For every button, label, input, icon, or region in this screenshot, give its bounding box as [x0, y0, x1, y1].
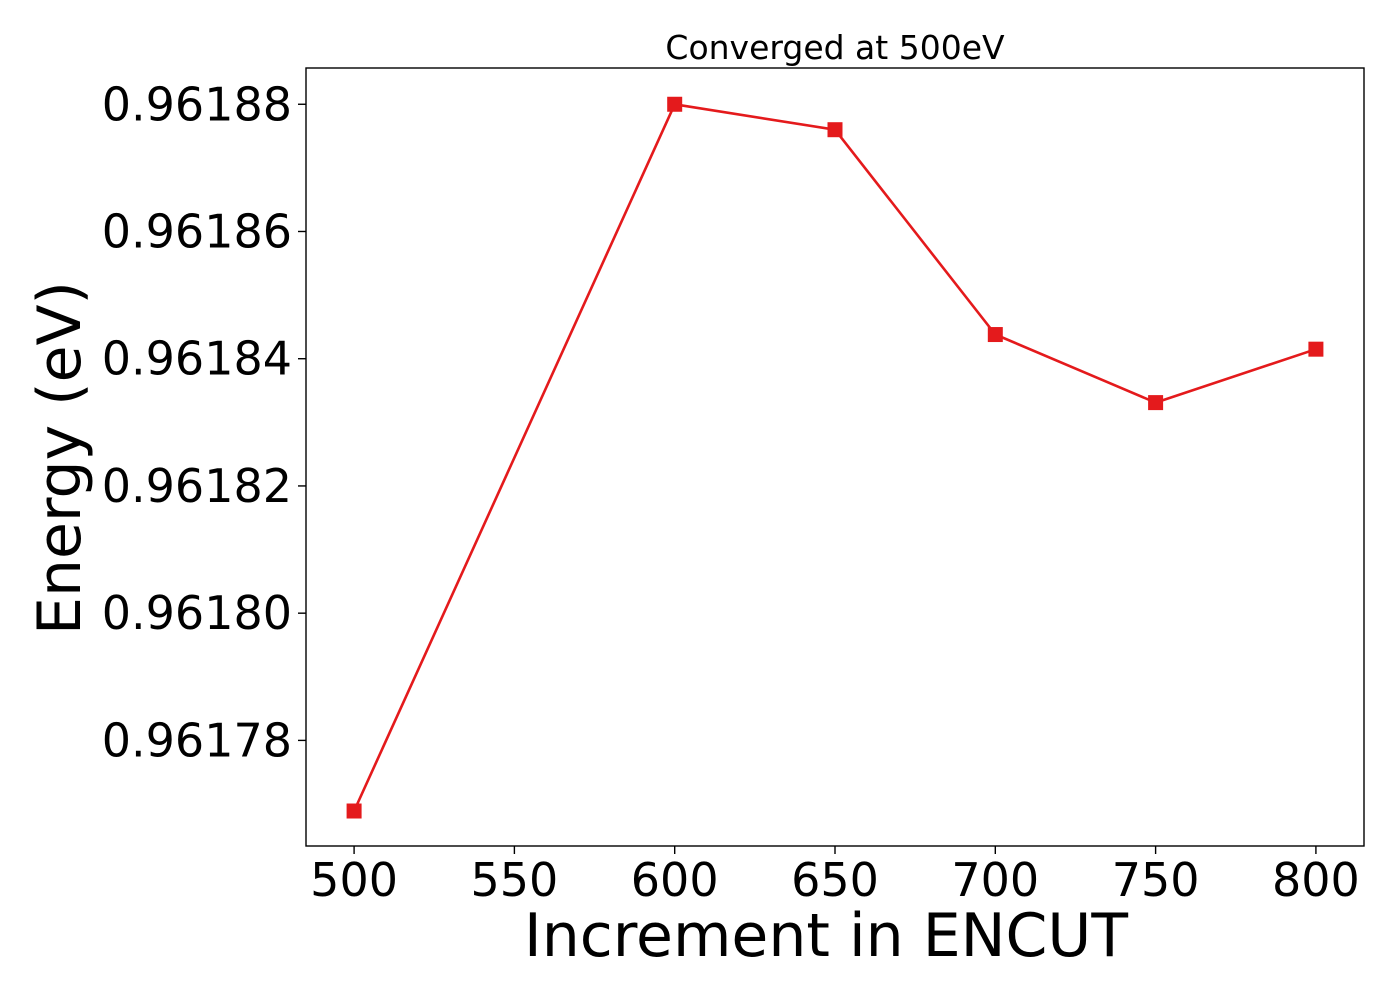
x-axis-label: Increment in ENCUT [524, 901, 1128, 971]
x-tick-label: 700 [951, 853, 1039, 907]
x-axis-ticks: 500 550 600 650 700 750 800 [310, 846, 1360, 907]
x-tick-label: 650 [791, 853, 879, 907]
chart-title: Converged at 500eV [665, 28, 1005, 67]
y-tick-label: 0.96182 [102, 459, 292, 513]
data-point-marker [1148, 395, 1164, 411]
y-axis-label: Energy (eV) [25, 281, 95, 635]
x-tick-label: 550 [470, 853, 558, 907]
data-point-marker [1308, 341, 1324, 357]
y-tick-label: 0.96188 [102, 77, 292, 131]
plot-area [305, 67, 1365, 847]
x-tick-label: 500 [310, 853, 398, 907]
data-point-marker [827, 122, 843, 138]
x-tick-label: 800 [1272, 853, 1360, 907]
y-tick-label: 0.96180 [102, 586, 292, 640]
x-tick-label: 600 [631, 853, 719, 907]
y-tick-label: 0.96178 [102, 713, 292, 767]
series-line [352, 103, 1317, 812]
series-layer [346, 96, 1324, 819]
y-tick-label: 0.96184 [102, 332, 292, 386]
x-tick-label: 750 [1112, 853, 1200, 907]
data-point-marker [667, 96, 683, 112]
y-axis-ticks: 0.96178 0.96180 0.96182 0.96184 0.96186 0.961… [102, 77, 306, 767]
data-point-marker [987, 327, 1003, 343]
data-point-marker [346, 803, 362, 819]
y-tick-label: 0.96186 [102, 204, 292, 258]
